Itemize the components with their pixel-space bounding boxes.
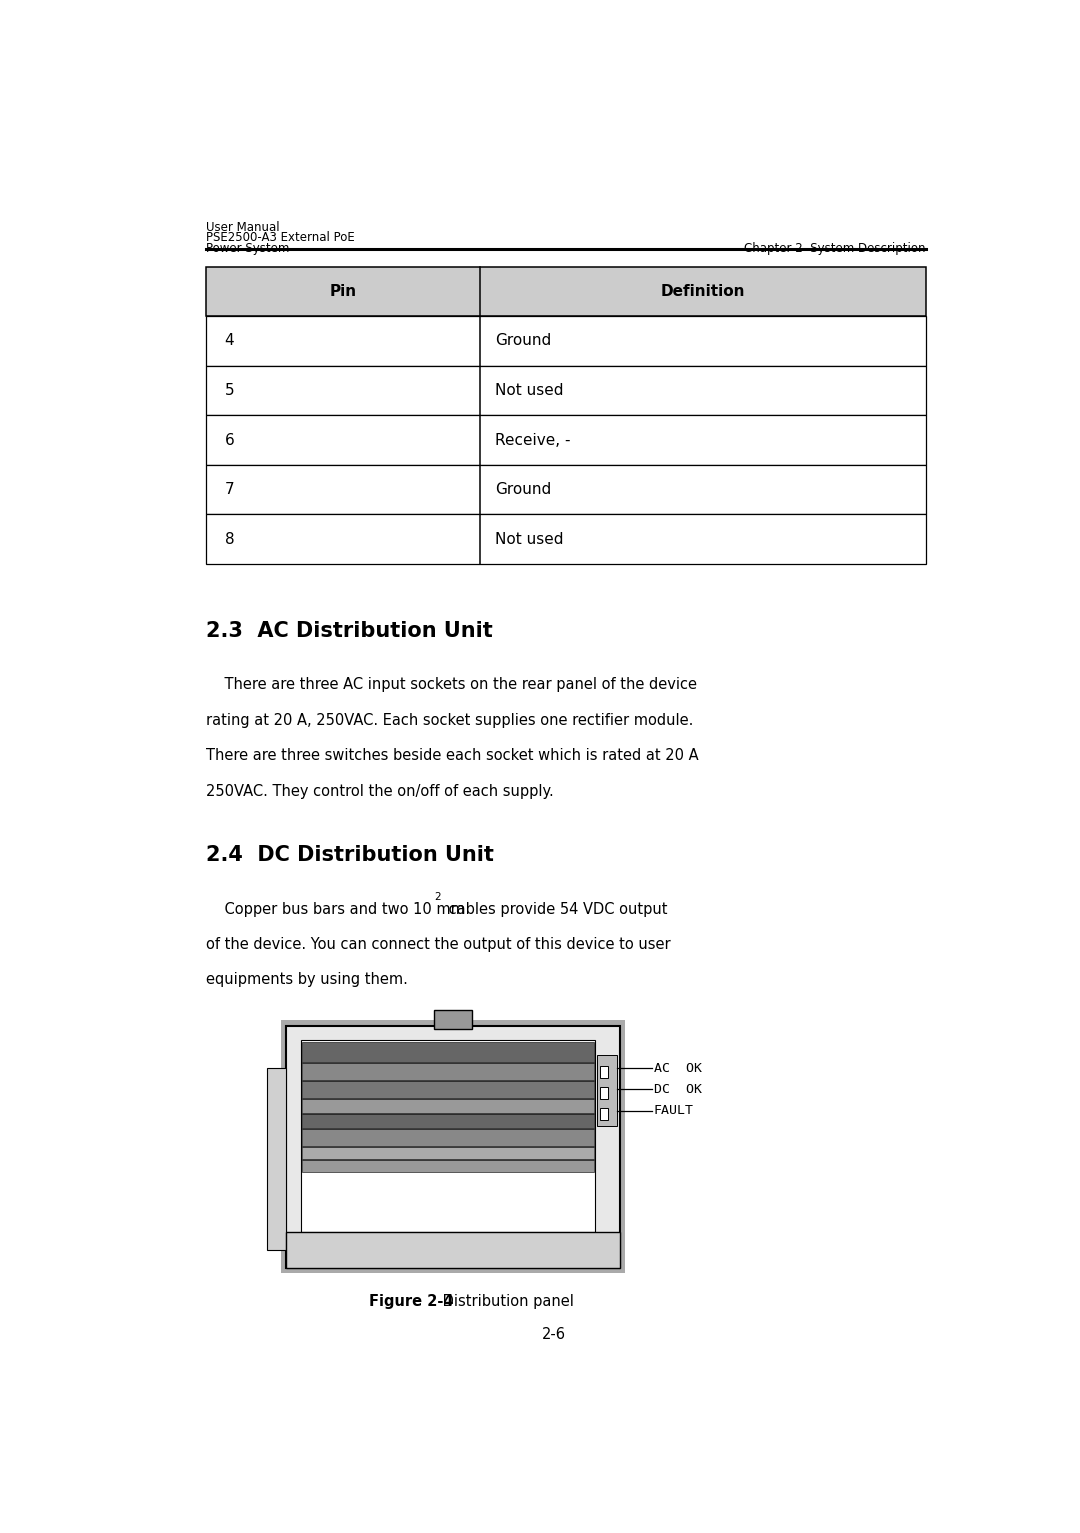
Text: Power System: Power System [206, 242, 289, 254]
Bar [302, 1064, 594, 1079]
Bar [302, 1081, 594, 1098]
Text: 250VAC. They control the on/off of each supply.: 250VAC. They control the on/off of each … [206, 783, 554, 799]
Bar [302, 1099, 594, 1113]
Bar [206, 366, 926, 415]
Text: Pin: Pin [329, 284, 356, 299]
Bar [597, 1055, 617, 1125]
Bar [302, 1160, 594, 1171]
Text: 2-6: 2-6 [541, 1328, 566, 1343]
Text: 8: 8 [225, 532, 234, 547]
Text: Receive, -: Receive, - [495, 432, 570, 448]
Text: There are three AC input sockets on the rear panel of the device: There are three AC input sockets on the … [206, 678, 698, 693]
Bar [206, 515, 926, 564]
Text: Chapter 2  System Description: Chapter 2 System Description [744, 242, 926, 254]
Bar [302, 1042, 594, 1062]
Bar [285, 1233, 620, 1268]
Bar [285, 1026, 620, 1268]
Text: Definition: Definition [661, 284, 745, 299]
Text: 2: 2 [434, 892, 441, 903]
Bar [599, 1065, 608, 1078]
Text: equipments by using them.: equipments by using them. [206, 972, 408, 987]
Bar [267, 1069, 285, 1249]
Text: 2.3  AC Distribution Unit: 2.3 AC Distribution Unit [206, 621, 492, 641]
Bar [282, 1019, 624, 1274]
Text: 7: 7 [225, 483, 234, 497]
Text: PSE2500-A3 External PoE: PSE2500-A3 External PoE [206, 231, 355, 244]
Bar [302, 1147, 594, 1159]
Text: Not used: Not used [495, 383, 564, 399]
Bar [206, 415, 926, 464]
Text: cables provide 54 VDC output: cables provide 54 VDC output [444, 901, 667, 917]
Text: 5: 5 [225, 383, 234, 399]
Text: There are three switches beside each socket which is rated at 20 A: There are three switches beside each soc… [206, 748, 699, 763]
Text: Ground: Ground [495, 334, 551, 348]
Text: User Manual: User Manual [206, 221, 280, 233]
Text: rating at 20 A, 250VAC. Each socket supplies one rectifier module.: rating at 20 A, 250VAC. Each socket supp… [206, 713, 693, 728]
Text: 4: 4 [225, 334, 234, 348]
Bar [434, 1010, 472, 1029]
Text: Ground: Ground [495, 483, 551, 497]
Text: Figure 2-4: Figure 2-4 [369, 1294, 454, 1309]
Text: of the device. You can connect the output of this device to user: of the device. You can connect the outpu… [206, 937, 671, 952]
Bar [599, 1108, 608, 1121]
Text: Distribution panel: Distribution panel [438, 1294, 573, 1309]
Bar [302, 1130, 594, 1147]
Text: AC  OK: AC OK [654, 1061, 702, 1075]
Text: 2.4  DC Distribution Unit: 2.4 DC Distribution Unit [206, 845, 494, 865]
Bar [206, 464, 926, 515]
Bar [302, 1114, 594, 1128]
Text: 6: 6 [225, 432, 234, 448]
Bar [206, 316, 926, 366]
Bar [300, 1039, 595, 1233]
Bar [206, 267, 926, 316]
Text: Copper bus bars and two 10 mm: Copper bus bars and two 10 mm [206, 901, 465, 917]
Text: FAULT: FAULT [654, 1104, 694, 1118]
Bar [599, 1087, 608, 1099]
Text: Not used: Not used [495, 532, 564, 547]
Text: DC  OK: DC OK [654, 1082, 702, 1096]
